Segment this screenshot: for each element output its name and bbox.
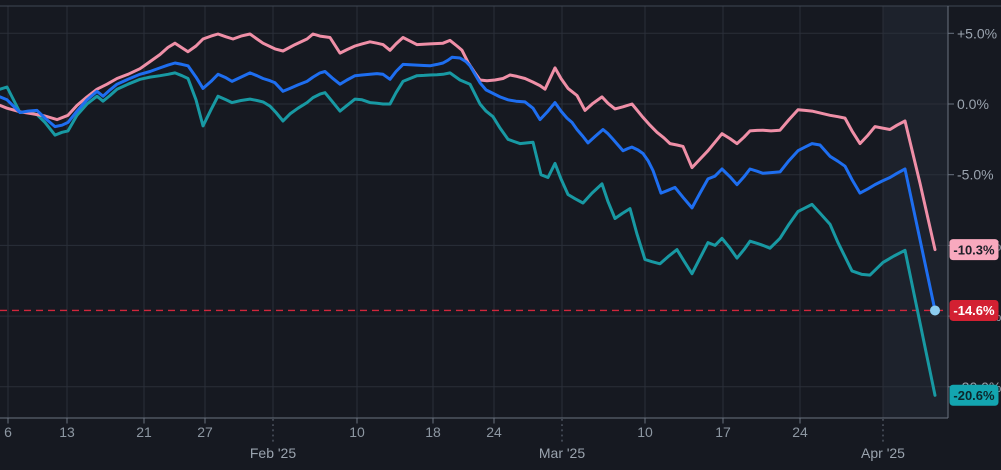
teal-series-line (0, 71, 937, 397)
blue-series-end-badge (949, 299, 999, 321)
y-axis-tick-label: -5.0% (957, 167, 994, 183)
x-axis-day-label: 10 (349, 424, 365, 440)
x-axis-day-label: 18 (425, 424, 441, 440)
x-axis-month-label: Mar '25 (539, 445, 585, 461)
pink-series-end-badge-label: -10.3% (953, 242, 995, 257)
x-axis-day-label: 21 (136, 424, 152, 440)
y-axis-tick-label: +5.0% (957, 25, 997, 41)
x-axis-day-label: 13 (59, 424, 75, 440)
blue-series-line (0, 55, 937, 312)
current-value-dot (930, 305, 940, 316)
blue-series-end-badge-label: -14.6% (953, 303, 995, 318)
x-axis-day-label: 17 (715, 424, 731, 440)
teal-series-end-badge-label: -20.6% (953, 388, 995, 403)
x-axis-day-label: 6 (4, 424, 12, 440)
x-axis-day-label: 24 (792, 424, 808, 440)
x-axis-month-label: Apr '25 (861, 445, 905, 461)
x-axis-day-label: 10 (637, 424, 653, 440)
pink-series-line (0, 32, 937, 252)
teal-series-end-badge (949, 384, 999, 406)
x-axis-month-label: Feb '25 (250, 445, 296, 461)
pink-series-end-badge (949, 239, 999, 261)
x-axis-day-label: 24 (486, 424, 502, 440)
x-axis-day-label: 27 (197, 424, 213, 440)
y-axis-tick-label: 0.0% (957, 96, 989, 112)
